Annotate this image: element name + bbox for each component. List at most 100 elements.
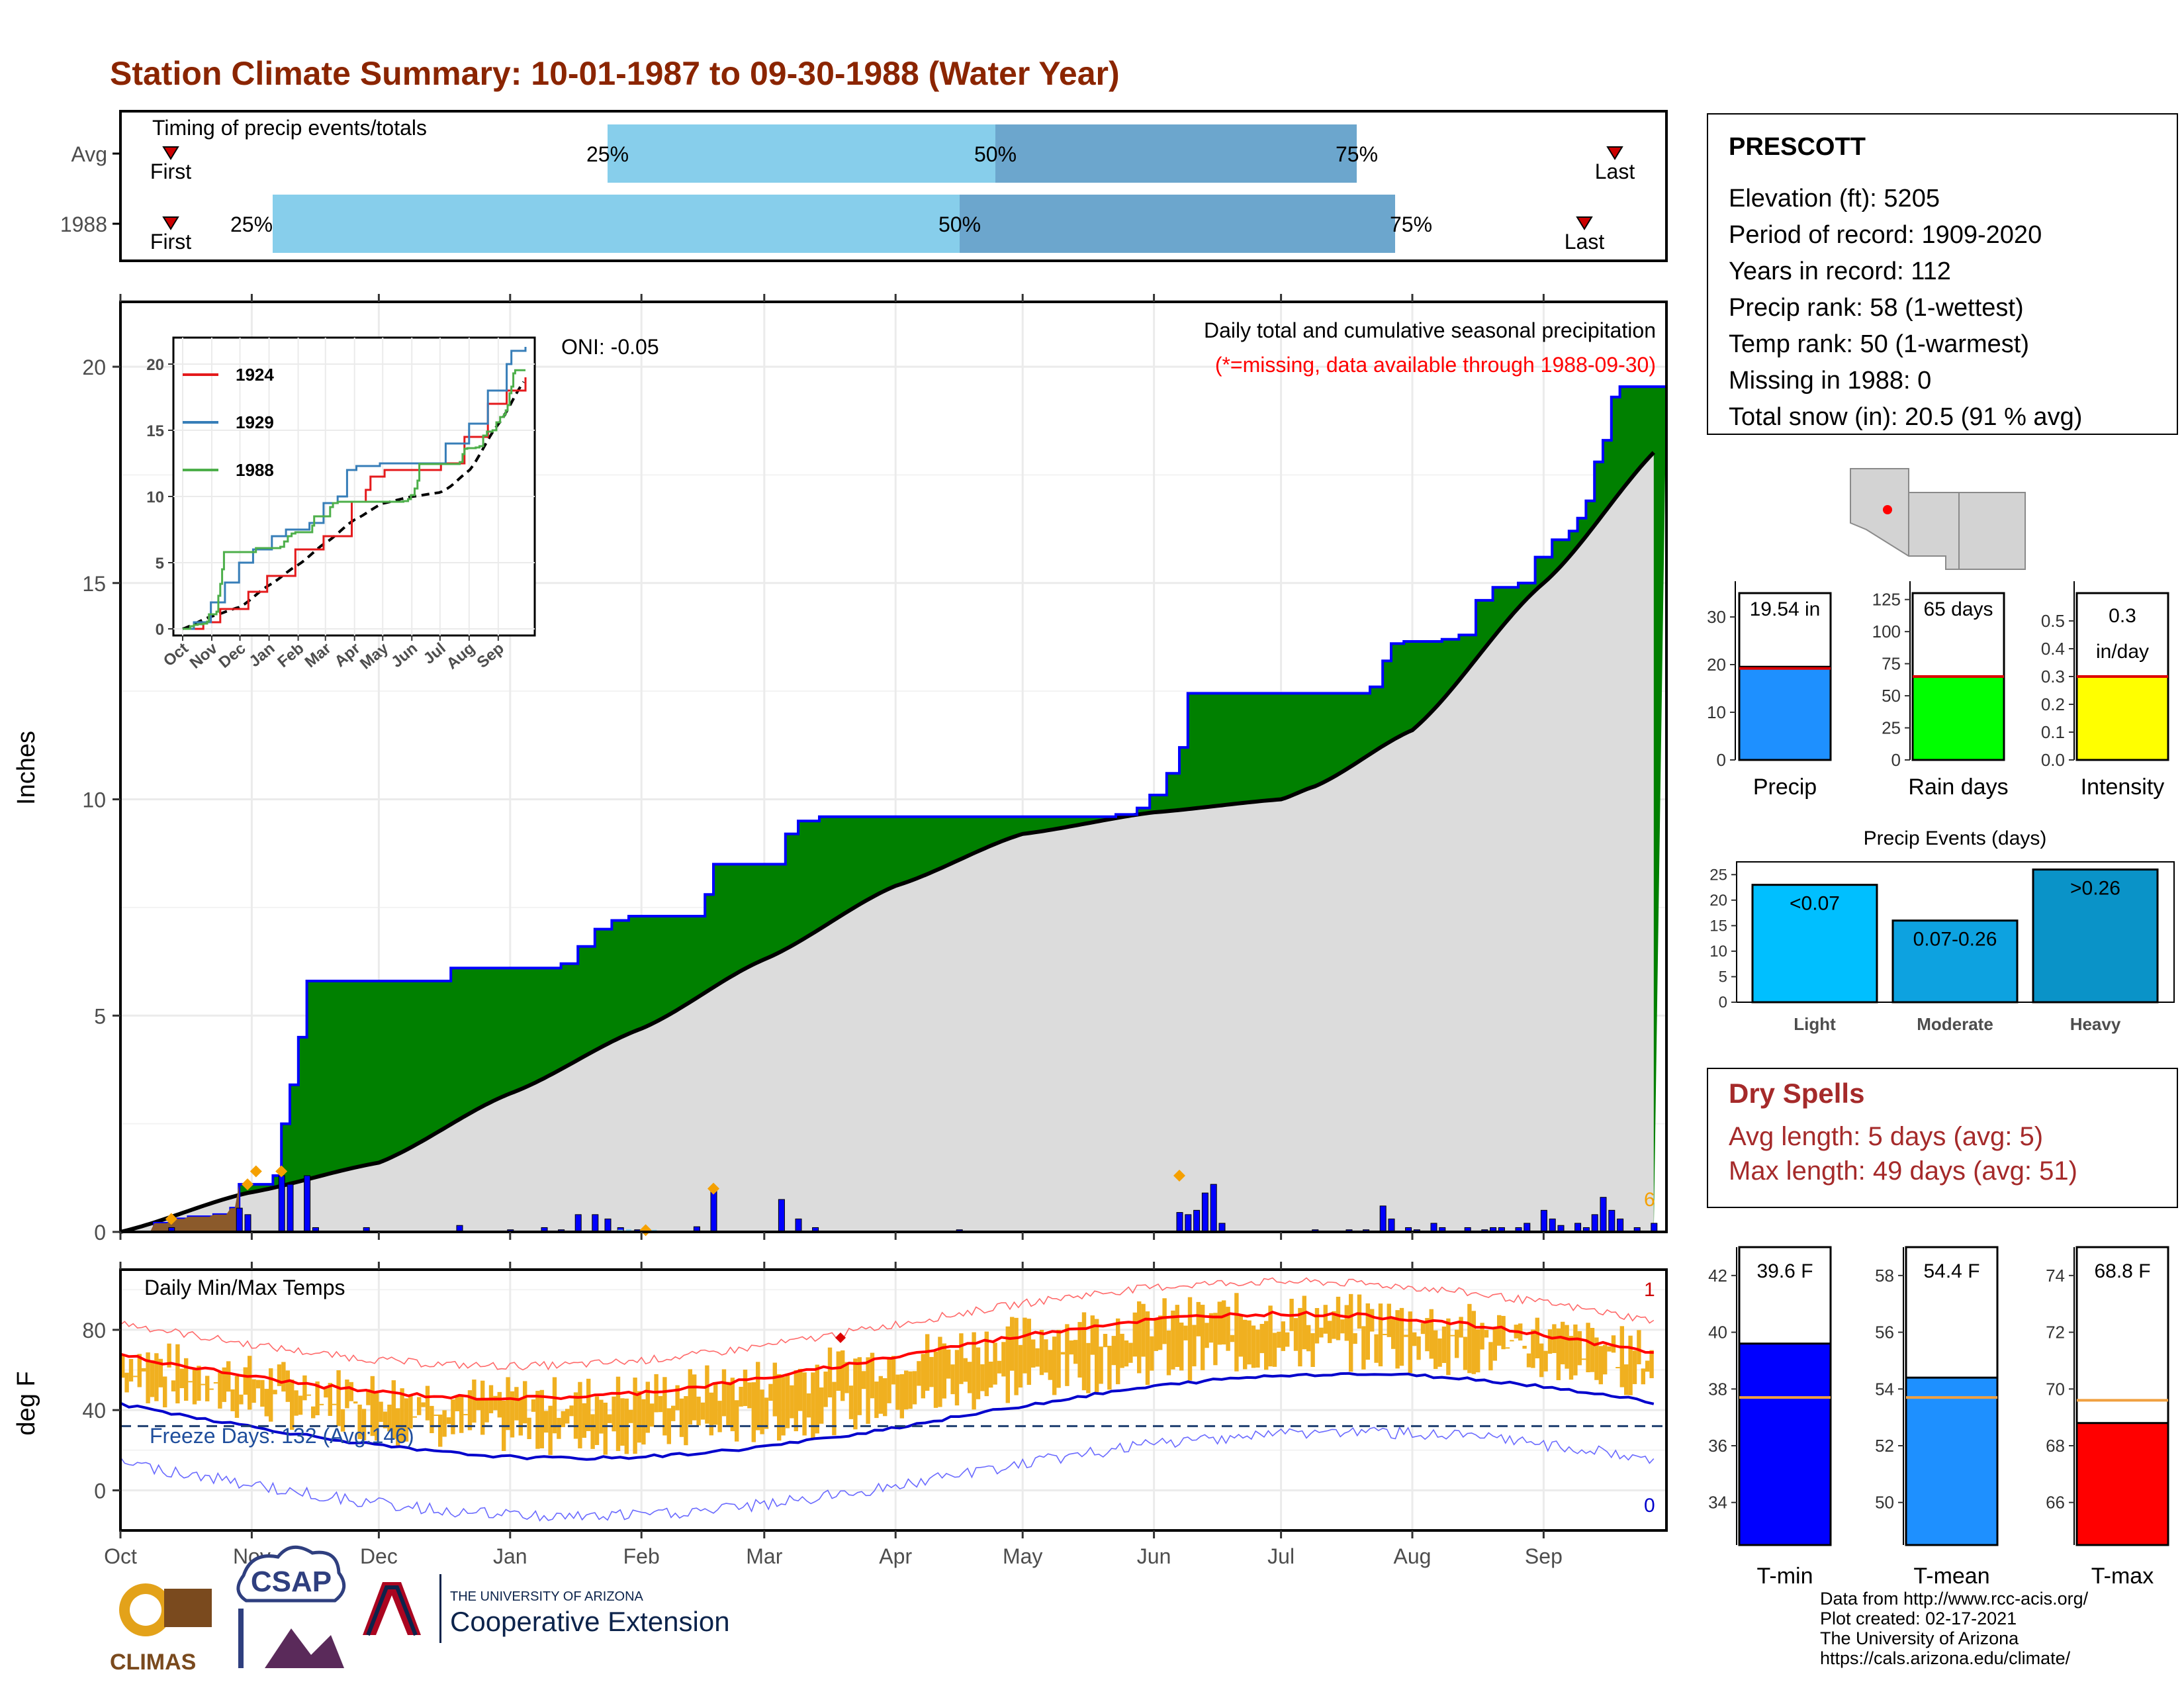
footer-line: Data from http://www.rcc-acis.org/ (1820, 1589, 2089, 1609)
daily-temp-range-bar (862, 1371, 866, 1389)
timing-bar-upper-1988 (960, 195, 1395, 253)
temp-bar-tick-label: 74 (2046, 1266, 2065, 1286)
daily-temp-range-bar (1395, 1310, 1400, 1369)
daily-temp-range-bar (1023, 1317, 1027, 1374)
daily-temp-range-bar (306, 1394, 311, 1396)
daily-temp-range-bar (959, 1333, 964, 1384)
daily-temp-range-bar (1069, 1340, 1073, 1355)
daily-temp-range-bar (361, 1409, 367, 1440)
daily-temp-range-bar (167, 1343, 171, 1368)
daily-temp-range-bar (234, 1376, 240, 1418)
record-high-marker (835, 1332, 846, 1343)
daily-temp-range-bar (891, 1356, 896, 1385)
daily-temp-range-bar (1370, 1309, 1375, 1332)
daily-temp-range-bar (1298, 1307, 1302, 1367)
daily-temp-range-bar (1310, 1333, 1315, 1367)
station-info-line: Years in record: 112 (1729, 258, 1951, 285)
daily-temp-range-bar (976, 1347, 981, 1399)
dry-spells-avg: Avg length: 5 days (avg: 5) (1729, 1122, 2043, 1151)
daily-temp-range-bar (1328, 1321, 1332, 1343)
daily-temp-range-bar (539, 1389, 544, 1448)
daily-temp-range-bar (823, 1371, 828, 1407)
daily-temp-range-bar (1412, 1332, 1417, 1346)
temp-bar-tick-label: 54 (1875, 1379, 1894, 1399)
daily-temp-range-bar (1201, 1305, 1205, 1370)
p25-label: 25% (586, 142, 629, 166)
ua-big-text: Cooperative Extension (450, 1606, 730, 1637)
daily-temp-range-bar (1323, 1305, 1328, 1334)
daily-temp-range-bar (946, 1349, 951, 1379)
daily-temp-range-bar (1255, 1329, 1260, 1368)
daily-temp-range-bar (1404, 1335, 1408, 1337)
climas-logo-text: CLIMAS (110, 1650, 196, 1675)
daily-temp-range-bar (1535, 1317, 1539, 1358)
mini-bar-tick-label: 0.0 (2041, 750, 2065, 770)
daily-temp-range-bar (1208, 1313, 1214, 1343)
daily-temp-range-bar (586, 1378, 591, 1431)
daily-temp-range-bar (150, 1360, 155, 1397)
temp-bar-tick-label: 50 (1875, 1493, 1894, 1513)
daily-temp-range-bar (1539, 1343, 1544, 1378)
daily-temp-range-bar (794, 1370, 798, 1432)
daily-temp-range-bar (1099, 1346, 1103, 1384)
daily-temp-range-bar (302, 1375, 307, 1401)
temp-bar-tick-label: 66 (2046, 1493, 2065, 1513)
daily-temp-range-bar (222, 1367, 226, 1402)
daily-temp-range-bar (1192, 1325, 1197, 1367)
daily-temp-range-bar (1107, 1345, 1112, 1390)
daily-temp-range-bar (844, 1362, 849, 1393)
month-label: Feb (623, 1544, 660, 1568)
daily-precip-bar (1617, 1218, 1624, 1233)
daily-temp-range-bar (1187, 1297, 1193, 1381)
daily-temp-range-bar (1035, 1348, 1040, 1367)
daily-temp-range-bar (1205, 1323, 1209, 1348)
record-high-line (120, 1277, 1655, 1371)
daily-temp-range-bar (650, 1403, 655, 1427)
daily-temp-range-bar (255, 1380, 261, 1389)
daily-temp-range-bar (848, 1385, 854, 1419)
daily-temp-range-bar (1306, 1325, 1311, 1352)
daily-temp-range-bar (608, 1414, 612, 1423)
precip-events-tick-label: 10 (1709, 943, 1727, 961)
daily-temp-range-bar (1048, 1350, 1052, 1380)
daily-temp-range-bar (1116, 1318, 1120, 1385)
daily-precip-bar (574, 1214, 582, 1233)
temp-bar-t-mean (1905, 1376, 1999, 1546)
daily-temp-range-bar (285, 1370, 290, 1402)
timing-label: Timing of precip events/totals (152, 116, 427, 140)
daily-temp-range-bar (1251, 1325, 1256, 1368)
inset-series-1988 (183, 369, 525, 630)
daily-temp-range-bar (1577, 1331, 1582, 1366)
daily-temp-range-bar (1065, 1324, 1069, 1386)
daily-temp-range-bar (1416, 1336, 1421, 1360)
daily-temp-range-bar (1302, 1295, 1306, 1350)
daily-temp-range-bar (853, 1358, 858, 1430)
mini-bar-tick-label: 20 (1707, 655, 1726, 675)
daily-temp-range-bar (527, 1417, 531, 1440)
daily-temp-range-bar (446, 1417, 451, 1425)
daily-temp-range-bar (1480, 1323, 1484, 1350)
daily-temp-range-bar (870, 1352, 875, 1399)
daily-temp-range-bar (175, 1344, 180, 1404)
temp-bar-label: T-min (1757, 1564, 1813, 1589)
daily-temp-range-bar (751, 1382, 756, 1442)
month-label: Aug (1394, 1544, 1432, 1568)
temp-bar-label: T-max (2091, 1564, 2154, 1589)
precip-events-tick-label: 5 (1719, 968, 1727, 986)
daily-temp-range-bar (281, 1362, 286, 1392)
y-tick-label: 5 (94, 1004, 106, 1028)
temperature-bar-charts: 34 36 38 40 42 39.6 F T-min 50 52 54 56 58 54.4 F T-m… (1708, 1246, 2169, 1589)
daily-temp-range-bar (1603, 1344, 1608, 1375)
daily-temp-range-bar (1641, 1368, 1645, 1385)
daily-temp-range-bar (120, 1355, 125, 1378)
daily-temp-range-bar (455, 1395, 459, 1411)
daily-precip-bar (287, 1184, 294, 1233)
daily-temp-range-bar (1637, 1330, 1641, 1364)
daily-temp-range-bar (412, 1416, 417, 1418)
last-event-marker (1576, 216, 1593, 230)
daily-temp-range-bar (1272, 1333, 1277, 1367)
daily-temp-range-bar (472, 1380, 477, 1423)
daily-temp-range-bar (1077, 1322, 1082, 1378)
timing-row-label: Avg (71, 142, 107, 166)
temp-y-tick-label: 80 (82, 1319, 106, 1342)
